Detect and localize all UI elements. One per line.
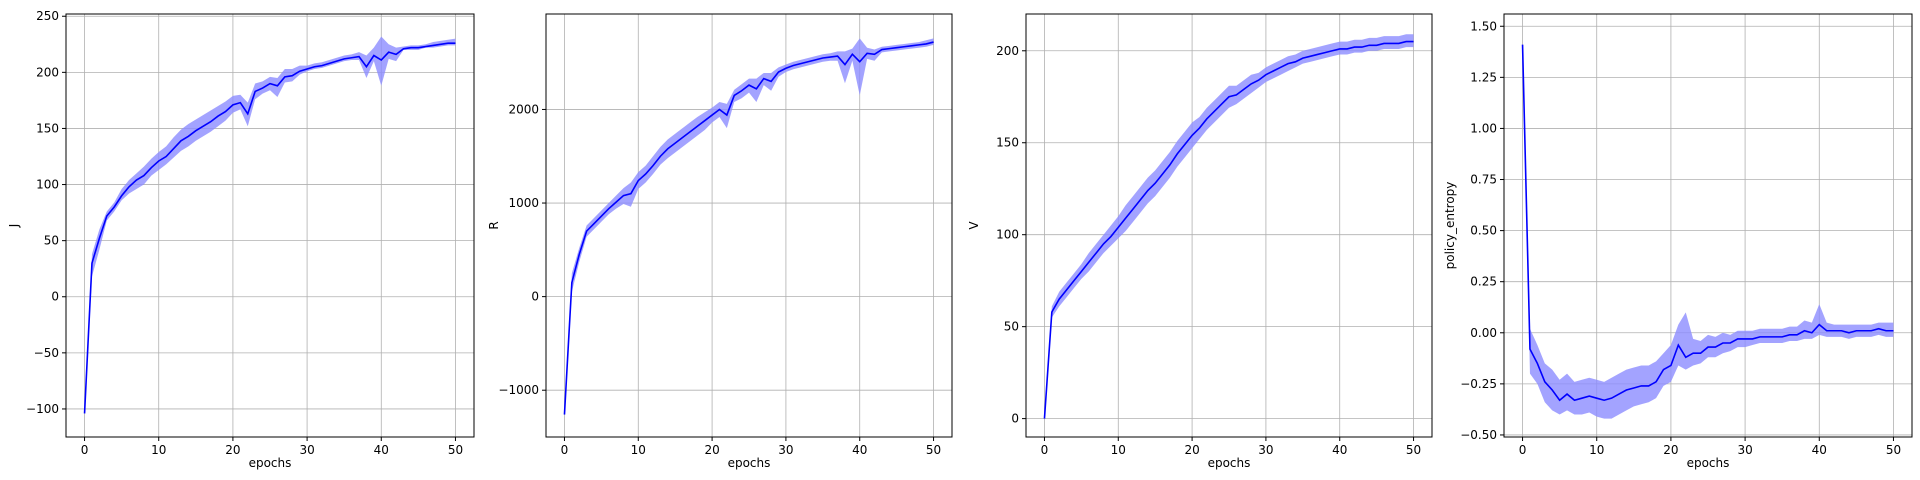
subplot-R: 0 10 20 30 40 50 −1000 0 1000 2000 epochs R bbox=[487, 13, 953, 470]
plot-frame bbox=[1025, 13, 1433, 438]
x-tick-label: 50 bbox=[926, 443, 941, 457]
mean-line bbox=[1521, 44, 1894, 402]
y-axis-label: V bbox=[967, 221, 981, 230]
confidence-band bbox=[84, 36, 456, 414]
x-tick-label: 0 bbox=[81, 443, 89, 457]
confidence-band bbox=[564, 38, 934, 415]
y-tick-label: 0.75 bbox=[1470, 173, 1497, 187]
x-tick-label: 50 bbox=[1886, 443, 1901, 457]
x-tick-label: 40 bbox=[1332, 443, 1347, 457]
y-tick-label: 150 bbox=[996, 136, 1019, 150]
x-axis-label: epochs bbox=[1687, 456, 1730, 470]
x-tick-label: 20 bbox=[704, 443, 719, 457]
subplot-V: 0 10 20 30 40 50 0 50 100 150 200 epochs V bbox=[967, 13, 1433, 470]
y-axis-label: R bbox=[487, 221, 501, 229]
plot-frame bbox=[1503, 13, 1913, 438]
y-tick-label: 200 bbox=[36, 65, 59, 79]
x-tick-label: 10 bbox=[1111, 443, 1126, 457]
y-tick-label: 2000 bbox=[508, 102, 539, 116]
x-tick-label: 0 bbox=[1041, 443, 1049, 457]
y-tick-label: −0.25 bbox=[1460, 377, 1497, 391]
x-axis-label: epochs bbox=[1208, 456, 1251, 470]
y-tick-label: 50 bbox=[1004, 320, 1019, 334]
confidence-band bbox=[1044, 34, 1414, 419]
x-tick-label: 20 bbox=[225, 443, 240, 457]
y-tick-label: 150 bbox=[36, 121, 59, 135]
plot-frame bbox=[65, 13, 475, 438]
y-tick-label: 0 bbox=[531, 290, 539, 304]
y-tick-label: 1.00 bbox=[1470, 121, 1497, 135]
x-tick-label: 0 bbox=[561, 443, 569, 457]
y-axis-label: J bbox=[7, 224, 21, 229]
y-tick-label: 1.50 bbox=[1470, 19, 1497, 33]
subplot-policy_entropy: 0 10 20 30 40 50 −0.50 −0.25 0.00 0.25 0.50 0.75 1.0… bbox=[1443, 13, 1913, 470]
x-tick-label: 40 bbox=[852, 443, 867, 457]
y-tick-label: −100 bbox=[26, 402, 59, 416]
x-tick-label: 20 bbox=[1663, 443, 1678, 457]
mean-line bbox=[563, 41, 934, 415]
x-tick-label: 40 bbox=[374, 443, 389, 457]
y-tick-label: 0 bbox=[51, 290, 59, 304]
subplot-J: 0 10 20 30 40 50 −100 −50 0 50 100 150 200 250 epochs J bbox=[7, 9, 475, 470]
y-tick-label: 200 bbox=[996, 44, 1019, 58]
mean-line bbox=[1043, 40, 1414, 419]
y-tick-label: 100 bbox=[36, 178, 59, 192]
y-tick-label: 0.25 bbox=[1470, 275, 1497, 289]
y-tick-label: 250 bbox=[36, 9, 59, 23]
mean-line bbox=[83, 42, 456, 414]
x-tick-label: 10 bbox=[151, 443, 166, 457]
x-axis-label: epochs bbox=[728, 456, 771, 470]
x-tick-label: 0 bbox=[1519, 443, 1527, 457]
y-tick-label: 1000 bbox=[508, 196, 539, 210]
confidence-band bbox=[1522, 44, 1894, 419]
x-tick-label: 20 bbox=[1184, 443, 1199, 457]
x-tick-label: 30 bbox=[299, 443, 314, 457]
y-tick-label: −50 bbox=[34, 346, 59, 360]
x-tick-label: 30 bbox=[1258, 443, 1273, 457]
x-tick-label: 30 bbox=[778, 443, 793, 457]
y-axis-label: policy_entropy bbox=[1443, 182, 1457, 270]
x-tick-label: 10 bbox=[631, 443, 646, 457]
y-tick-label: 0 bbox=[1011, 412, 1019, 426]
x-tick-label: 40 bbox=[1812, 443, 1827, 457]
x-tick-label: 30 bbox=[1737, 443, 1752, 457]
y-tick-label: 0.00 bbox=[1470, 326, 1497, 340]
y-tick-label: −1000 bbox=[498, 383, 539, 397]
x-tick-label: 50 bbox=[448, 443, 463, 457]
x-tick-label: 50 bbox=[1406, 443, 1421, 457]
y-tick-label: 100 bbox=[996, 228, 1019, 242]
plot-frame bbox=[545, 13, 953, 438]
y-tick-label: 0.50 bbox=[1470, 224, 1497, 238]
y-tick-label: 1.25 bbox=[1470, 70, 1497, 84]
y-tick-label: −0.50 bbox=[1460, 428, 1497, 442]
x-tick-label: 10 bbox=[1589, 443, 1604, 457]
y-tick-label: 50 bbox=[44, 234, 59, 248]
x-axis-label: epochs bbox=[249, 456, 292, 470]
